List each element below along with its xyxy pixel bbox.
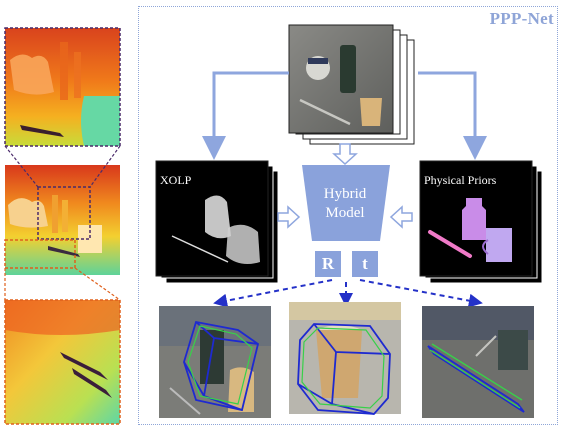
pose-result-fork: [422, 306, 534, 418]
depth-image-full: [4, 165, 120, 275]
hybrid-model-line1: Hybrid: [323, 186, 367, 202]
rotation-output-box: R: [315, 251, 341, 277]
xolp-stack: [155, 160, 279, 284]
physical-priors-label: Physical Priors: [424, 173, 497, 187]
ppp-net-frame: [138, 6, 558, 425]
depth-zoom-top: [4, 27, 121, 147]
xolp-label: XOLP: [160, 173, 192, 187]
hybrid-model-label: Hybrid Model: [314, 185, 376, 223]
rgb-input-stack: [288, 24, 415, 145]
depth-map-strip: [4, 27, 121, 425]
pose-result-can: [159, 306, 271, 418]
physical-priors-stack: [419, 160, 543, 284]
translation-output-box: t: [352, 251, 378, 277]
hybrid-model-block: [302, 165, 390, 241]
hybrid-model-line2: Model: [325, 205, 365, 221]
depth-zoom-bottom: [4, 299, 121, 425]
diagram-title: PPP-Net: [489, 9, 554, 28]
pose-result-mug: [289, 302, 401, 415]
